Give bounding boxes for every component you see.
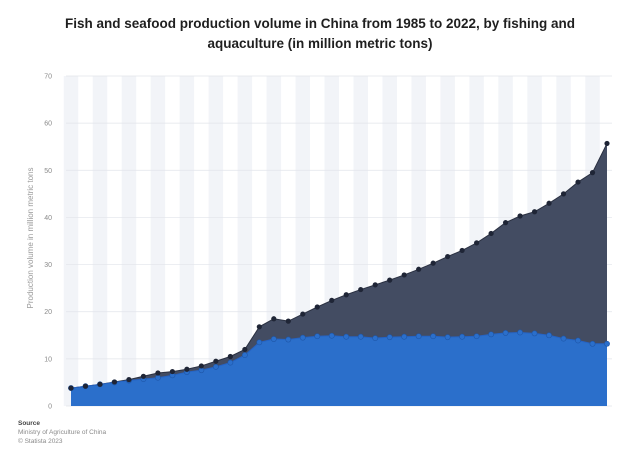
grid-band: [63, 76, 79, 406]
series-2-point: [82, 383, 89, 389]
series-2-point: [401, 272, 407, 278]
source-note: Source Ministry of Agriculture of China …: [18, 419, 106, 446]
series-2-point: [459, 247, 465, 254]
series-1-point: [546, 332, 552, 339]
series-1-point: [386, 334, 393, 341]
series-2-point: [604, 140, 610, 147]
y-tick-label: 10: [44, 356, 52, 363]
series-2-point: [517, 213, 523, 219]
series-2-point: [343, 292, 349, 298]
series-2-point: [285, 318, 291, 324]
series-2-point: [140, 373, 147, 379]
series-2-point: [227, 353, 233, 360]
series-1-point: [502, 330, 509, 336]
y-axis-ticks: 0 10 20 30 40 50 60 70: [44, 74, 52, 411]
series-2-point: [430, 260, 436, 266]
grid-band: [92, 76, 108, 406]
chart-title: Fish and seafood production volume in Ch…: [64, 16, 576, 51]
series-1-point: [155, 374, 161, 381]
series-1-point: [328, 332, 335, 339]
series-2-point: [546, 200, 552, 206]
series-2-point: [169, 368, 176, 375]
y-tick-label: 20: [44, 309, 52, 316]
series-1-point: [589, 340, 596, 347]
series-2-point: [387, 277, 393, 283]
series-1-point: [227, 359, 234, 366]
series-2-point: [358, 286, 364, 293]
series-1-point: [270, 336, 277, 342]
y-tick-label: 70: [44, 74, 52, 81]
series-1-point: [314, 333, 321, 340]
series-2-point: [111, 379, 118, 385]
series-1-point: [488, 331, 495, 338]
series-2-point: [242, 346, 248, 353]
series-1-point: [372, 335, 379, 342]
series-2-point: [68, 385, 74, 391]
series-1-point: [575, 337, 581, 344]
series-points: [68, 140, 610, 391]
y-tick-label: 40: [44, 215, 52, 222]
series-1-point: [343, 333, 350, 340]
series-1-point: [212, 363, 219, 370]
series-2-point: [271, 316, 277, 322]
series-2-point: [474, 240, 480, 246]
y-tick-label: 50: [44, 168, 52, 175]
series-2-point: [502, 220, 509, 226]
series-2-point: [155, 370, 161, 376]
series-1-point: [473, 333, 480, 340]
series-area-1: [71, 332, 607, 406]
series-2-point: [372, 282, 378, 288]
y-axis-label: Production volume in million metric tons: [26, 168, 35, 309]
series-1-point: [401, 333, 408, 340]
series-2-point: [213, 358, 219, 364]
series-1-point: [444, 334, 451, 341]
series-2-point: [531, 209, 538, 215]
series-2-point: [445, 253, 451, 260]
series-1-point: [459, 333, 466, 340]
series-1-point: [560, 335, 567, 342]
series-1-point: [256, 339, 263, 346]
grid-band: [237, 76, 253, 406]
source-line-1: Ministry of Agriculture of China: [18, 429, 107, 436]
grid-band: [208, 76, 224, 406]
series-1-point: [299, 334, 306, 341]
series-2-point: [300, 311, 306, 317]
series-1-point: [357, 333, 364, 340]
series-2-point: [416, 266, 422, 272]
series-1-point: [517, 329, 523, 336]
grid-band: [150, 76, 166, 406]
source-line-2: © Statista 2023: [18, 438, 63, 445]
series-2-point: [314, 304, 320, 310]
grid-band: [121, 76, 137, 406]
series-2-point: [198, 363, 204, 369]
series-1-point: [430, 333, 437, 340]
series-2-point: [589, 170, 596, 176]
series-2-point: [126, 377, 132, 383]
series-1-point: [285, 336, 292, 343]
series-1-point: [241, 352, 248, 358]
y-tick-label: 0: [48, 404, 52, 411]
series-1-point: [531, 330, 538, 337]
series-2-point: [560, 191, 567, 197]
series-2-point: [575, 179, 581, 185]
series-2-point: [488, 230, 494, 237]
y-tick-label: 30: [44, 262, 52, 269]
grid-band: [179, 76, 195, 406]
series-2-point: [97, 381, 103, 387]
y-tick-label: 60: [44, 121, 52, 128]
series-2-point: [329, 297, 335, 303]
series-area-2: [71, 143, 607, 389]
source-heading: Source: [18, 420, 41, 427]
series-1-point: [604, 340, 610, 347]
series-2-point: [184, 366, 190, 372]
series-1-point: [415, 333, 422, 340]
series-2-point: [256, 324, 262, 330]
